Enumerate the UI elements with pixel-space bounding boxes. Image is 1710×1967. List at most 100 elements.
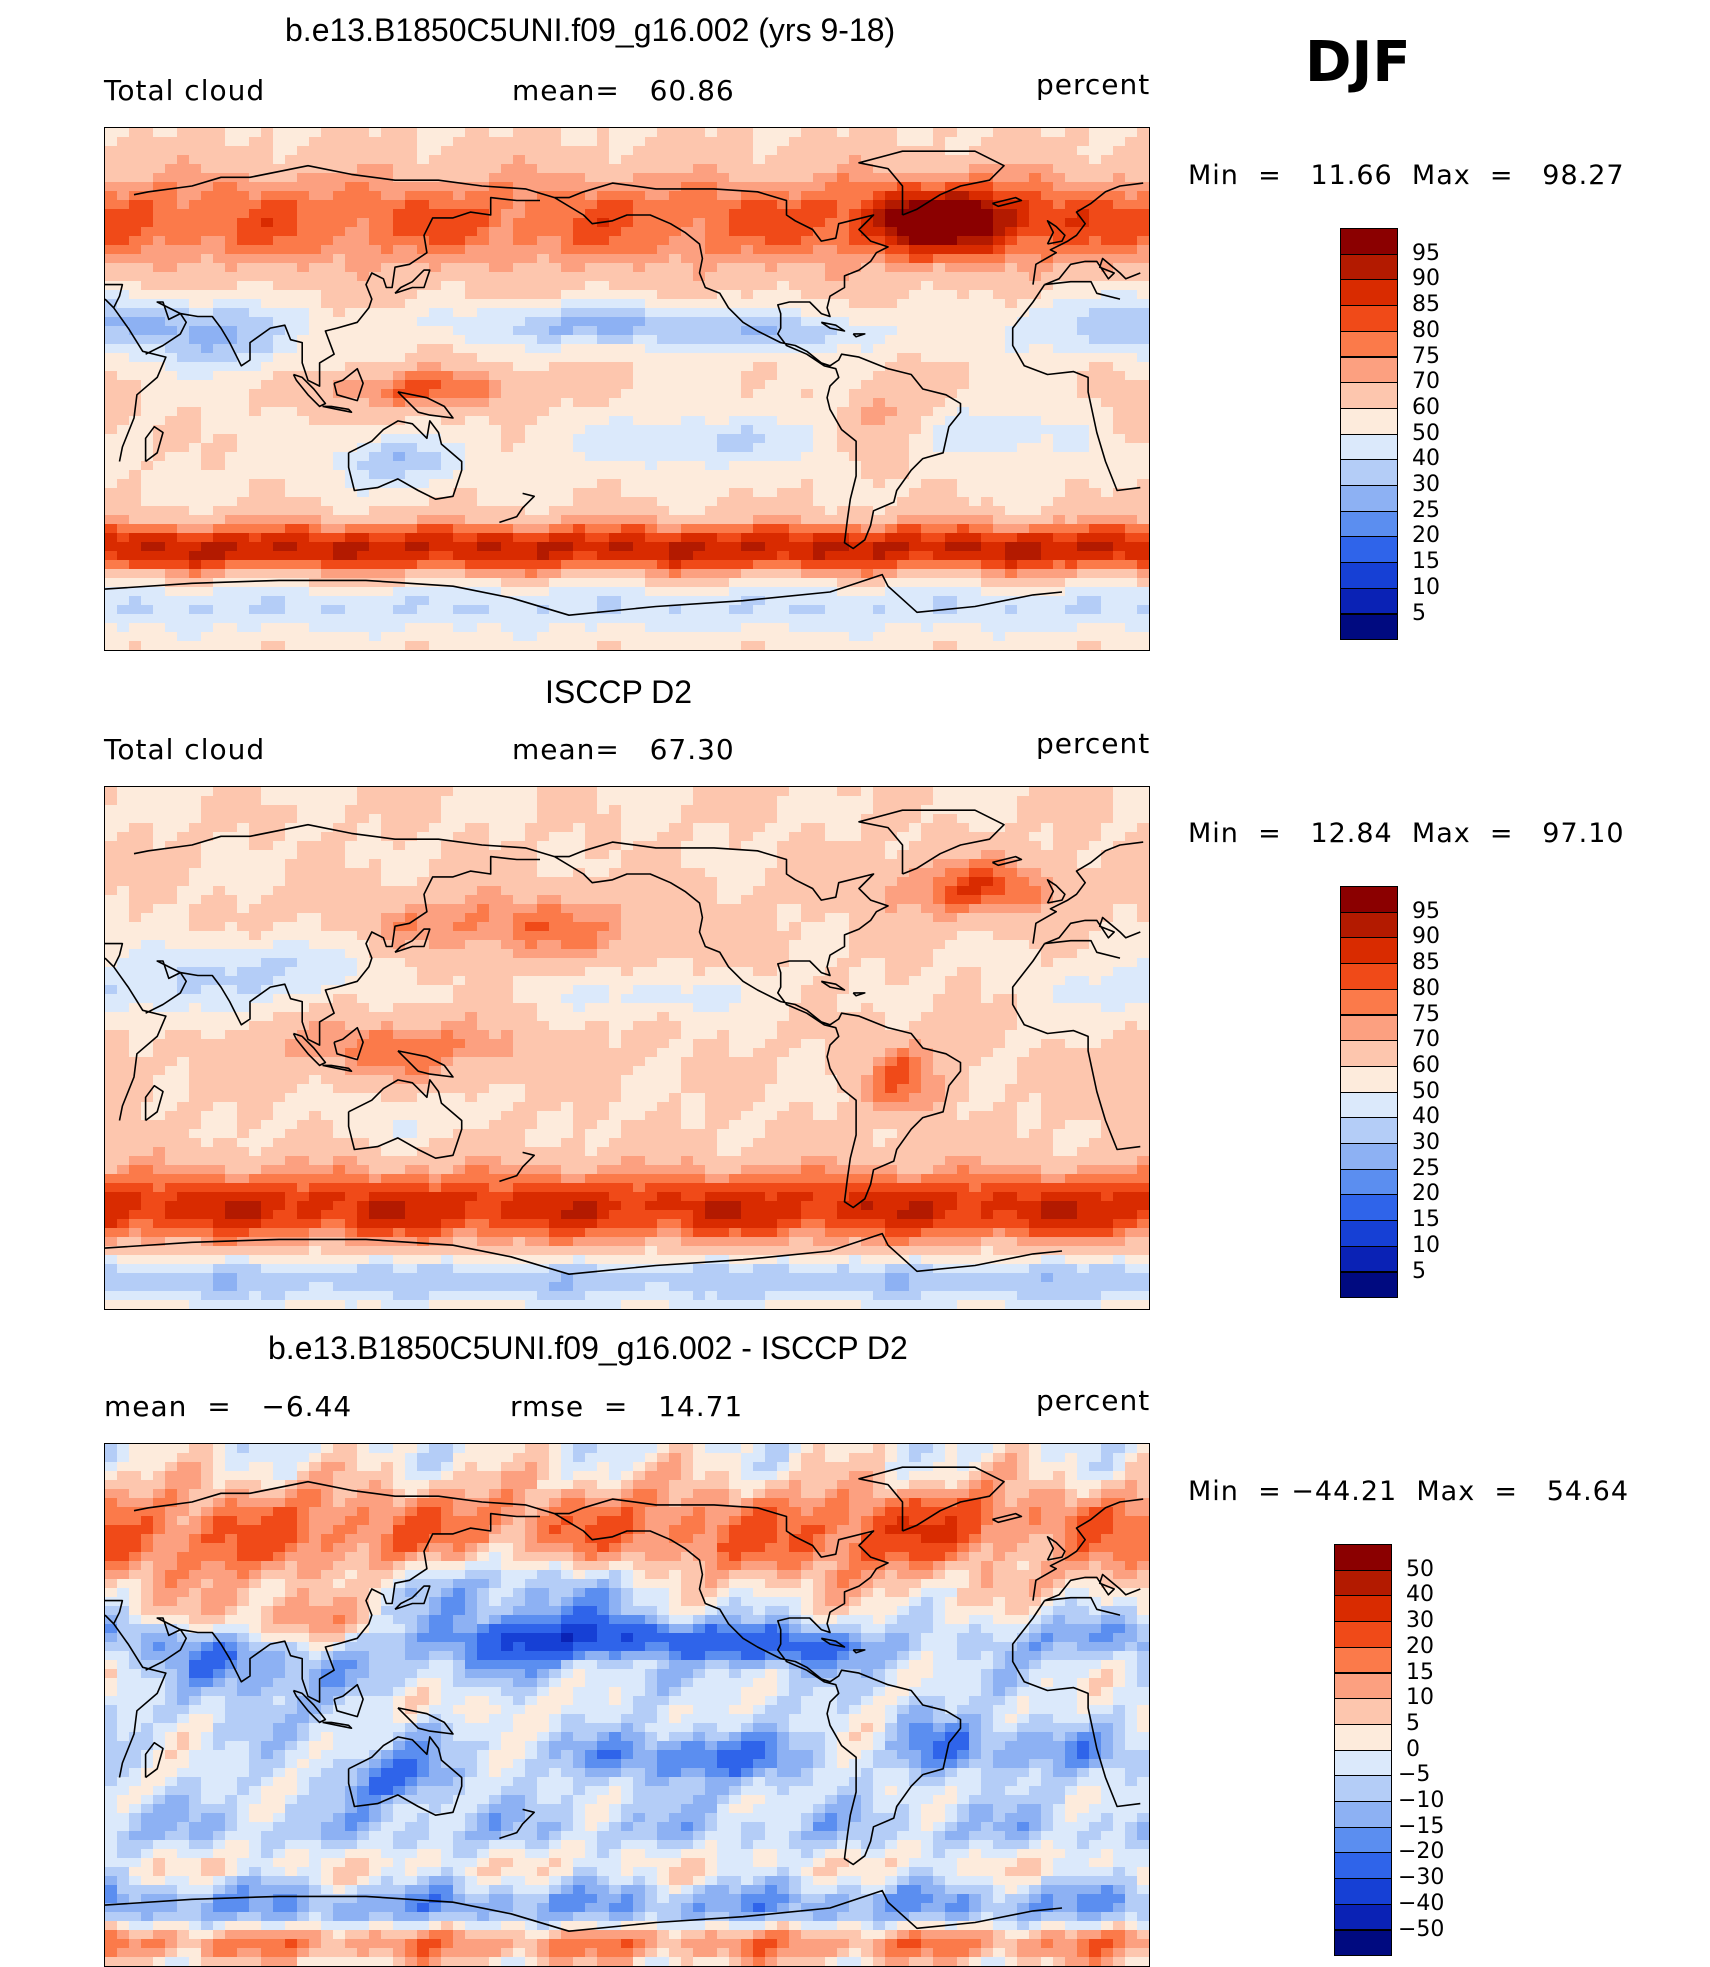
colorbar-swatch [1340,279,1398,306]
colorbar-swatch [1340,511,1398,538]
colorbar-tick-label: −10 [1398,1788,1444,1813]
colorbar-tick-label: 75 [1412,1002,1440,1027]
colorbar-swatch [1340,331,1398,358]
colorbar-swatch [1334,1621,1392,1648]
colorbar-tick-label: 80 [1412,318,1440,343]
colorbar-tick-label: 20 [1412,1181,1440,1206]
colorbar-tick-label: 95 [1412,899,1440,924]
colorbar-swatch [1340,912,1398,939]
colorbar-tick-label: 75 [1412,344,1440,369]
colorbar-tick-label: −30 [1398,1865,1444,1890]
colorbar-tick-label: 90 [1412,266,1440,291]
colorbar-tick-label: −20 [1398,1839,1444,1864]
colorbar-tick-label: 80 [1412,976,1440,1001]
colorbar-swatch [1340,434,1398,461]
colorbar-tick-label: 95 [1412,241,1440,266]
colorbar-tick-label: −15 [1398,1814,1444,1839]
colorbar-swatch [1334,1698,1392,1725]
panel-1-title: b.e13.B1850C5UNI.f09_g16.002 (yrs 9-18) [285,12,895,49]
colorbar-tick-label: 50 [1412,421,1440,446]
season-label: DJF [1305,30,1411,95]
colorbar-swatch [1340,614,1398,641]
panel-2-mean-label: mean= 67.30 [512,733,735,766]
colorbar-swatch [1340,459,1398,486]
colorbar-tick-label: 20 [1406,1634,1434,1659]
colorbar-swatch [1340,1272,1398,1299]
colorbar-swatch [1340,1143,1398,1170]
colorbar-swatch [1334,1750,1392,1777]
panel-3-minmax: Min = −44.21 Max = 54.64 [1188,1476,1629,1507]
colorbar-swatch [1334,1647,1392,1674]
colorbar-swatch [1340,1040,1398,1067]
colorbar-tick-label: 85 [1412,292,1440,317]
colorbar-tick-label: 15 [1406,1660,1434,1685]
colorbar-swatch [1334,1544,1392,1571]
panel-1-units-label: percent [1036,68,1150,101]
colorbar-swatch [1340,588,1398,615]
colorbar-tick-label: 70 [1412,1027,1440,1052]
panel-2-variable-label: Total cloud [104,733,265,766]
colorbar-swatch [1334,1852,1392,1879]
panel-3-units-label: percent [1036,1384,1150,1417]
panel-2-units-label: percent [1036,727,1150,760]
panel-2-map [104,786,1150,1310]
colorbar-swatch [1340,536,1398,563]
colorbar-tick-label: 90 [1412,924,1440,949]
colorbar-swatch [1334,1904,1392,1931]
colorbar-tick-label: 0 [1406,1737,1420,1762]
colorbar-swatch [1340,254,1398,281]
colorbar-swatch [1334,1801,1392,1828]
colorbar-tick-label: 50 [1412,1079,1440,1104]
colorbar-tick-label: −5 [1398,1762,1430,1787]
colorbar-swatch [1340,963,1398,990]
colorbar-swatch [1340,1194,1398,1221]
colorbar-swatch [1340,1246,1398,1273]
colorbar-swatch [1340,989,1398,1016]
colorbar-swatch [1340,1117,1398,1144]
colorbar-swatch [1340,562,1398,589]
colorbar-tick-label: 70 [1412,369,1440,394]
colorbar-tick-label: 85 [1412,950,1440,975]
panel-3-title: b.e13.B1850C5UNI.f09_g16.002 - ISCCP D2 [268,1330,908,1367]
colorbar-swatch [1340,937,1398,964]
colorbar-tick-label: 50 [1406,1557,1434,1582]
colorbar-tick-label: 15 [1412,1207,1440,1232]
colorbar-swatch [1334,1595,1392,1622]
colorbar-swatch [1340,357,1398,384]
colorbar-tick-label: 20 [1412,523,1440,548]
colorbar-swatch [1334,1570,1392,1597]
colorbar-tick-label: 30 [1412,1130,1440,1155]
colorbar-swatch [1340,382,1398,409]
colorbar-swatch [1334,1878,1392,1905]
colorbar-swatch [1340,1092,1398,1119]
panel-3-rmse-label: rmse = 14.71 [510,1390,743,1423]
colorbar-tick-label: 25 [1412,1156,1440,1181]
colorbar-swatch [1340,408,1398,435]
colorbar-swatch [1340,228,1398,255]
panel-1-minmax: Min = 11.66 Max = 98.27 [1188,160,1625,191]
colorbar-tick-label: 15 [1412,549,1440,574]
panel-1-variable-label: Total cloud [104,74,265,107]
colorbar-tick-label: 10 [1412,1233,1440,1258]
colorbar-tick-label: 60 [1412,395,1440,420]
colorbar-swatch [1340,1220,1398,1247]
colorbar-swatch [1340,1015,1398,1042]
colorbar-swatch [1340,886,1398,913]
colorbar-tick-label: 30 [1412,472,1440,497]
colorbar-tick-label: 10 [1406,1685,1434,1710]
colorbar-tick-label: 10 [1412,575,1440,600]
panel-3-mean-label: mean = −6.44 [104,1390,352,1423]
colorbar-swatch [1340,485,1398,512]
colorbar-tick-label: 60 [1412,1053,1440,1078]
colorbar-tick-label: −40 [1398,1891,1444,1916]
panel-1-map [104,127,1150,651]
colorbar-tick-label: 5 [1412,1259,1426,1284]
colorbar-tick-label: 25 [1412,498,1440,523]
colorbar-swatch [1340,1169,1398,1196]
colorbar-swatch [1334,1724,1392,1751]
panel-2-title: ISCCP D2 [545,674,692,711]
colorbar-swatch [1334,1673,1392,1700]
panel-1-mean-label: mean= 60.86 [512,74,735,107]
colorbar-swatch [1334,1827,1392,1854]
colorbar-tick-label: 30 [1406,1608,1434,1633]
